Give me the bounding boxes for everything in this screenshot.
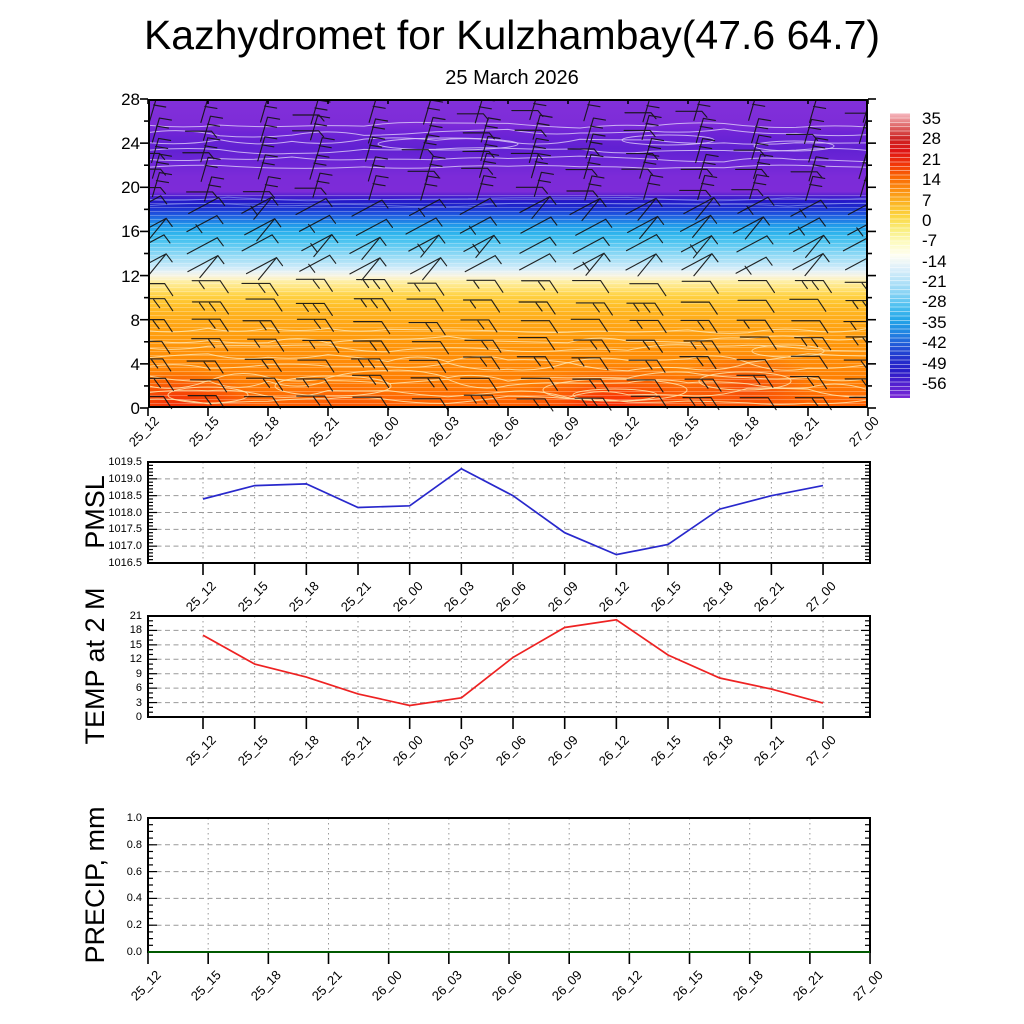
colorbar [890,113,910,398]
y-tick-label: 15 [129,638,142,651]
temp2m-line [202,618,824,707]
profile-frame [148,99,868,408]
colorbar-label: -42 [922,333,947,353]
date-subtitle: 25 March 2026 [445,67,579,89]
pmsl-line [202,467,824,556]
y-tick-label: 0.0 [126,946,142,958]
y-tick-label: 28 [121,90,140,109]
colorbar-label: -35 [922,312,947,332]
y-tick-label: 4 [130,354,140,374]
y-tick-label: 0.2 [126,919,142,932]
y-tick-label: 3 [135,696,142,709]
colorbar-label: 0 [922,210,932,230]
y-tick-label: 1.0 [126,812,142,824]
pmsl-panel [132,446,886,593]
y-tick-label: 12 [121,266,140,286]
y-tick-label: 1017.0 [108,540,142,553]
y-tick-label: 1016.5 [108,557,142,569]
y-tick-label: 0 [130,399,140,418]
colorbar-label: -14 [922,251,947,271]
colorbar-label: 7 [922,190,932,210]
temp-panel [132,600,886,747]
colorbar-label: -56 [922,373,947,393]
colorbar-label: 21 [922,149,941,169]
colorbar-label: -49 [922,353,947,373]
y-tick-label: 18 [129,624,142,637]
y-tick-label: 1017.5 [108,523,142,536]
y-tick-label: 0.4 [126,892,142,905]
colorbar-label: -7 [922,231,938,251]
colorbar-label: -21 [922,272,947,292]
colorbar-banding [890,113,910,398]
y-tick-label: 16 [121,222,140,242]
y-tick-label: 24 [121,134,140,154]
y-tick-label: 12 [129,653,142,666]
y-tick-label: 1018.5 [108,489,142,502]
temp2m-chart [147,615,871,729]
precip-panel [132,802,886,982]
y-tick-label: 0.6 [126,865,142,878]
y-tick-label: 1019.0 [108,472,142,485]
colorbar-label: 14 [922,170,941,190]
y-tick-label: 21 [129,610,142,622]
y-tick-label: 0 [135,711,142,723]
precip-chart [147,817,871,964]
page-title: Kazhydromet for Kulzhambay(47.6 64.7) [143,12,881,58]
y-tick-label: 9 [135,667,142,680]
colorbar-label: 35 [922,109,941,128]
temperature-profile-panel [140,98,876,416]
y-tick-label: 20 [121,178,140,198]
colorbar-label: -28 [922,292,947,312]
y-tick-label: 6 [135,682,142,695]
y-tick-label: 0.8 [126,838,142,851]
y-tick-label: 1019.5 [108,456,142,468]
colorbar-label: 28 [922,129,941,149]
pmsl-chart [147,461,871,575]
y-tick-label: 8 [130,310,140,330]
y-tick-label: 1018.0 [108,506,142,519]
colorbar-gradient [890,113,910,398]
